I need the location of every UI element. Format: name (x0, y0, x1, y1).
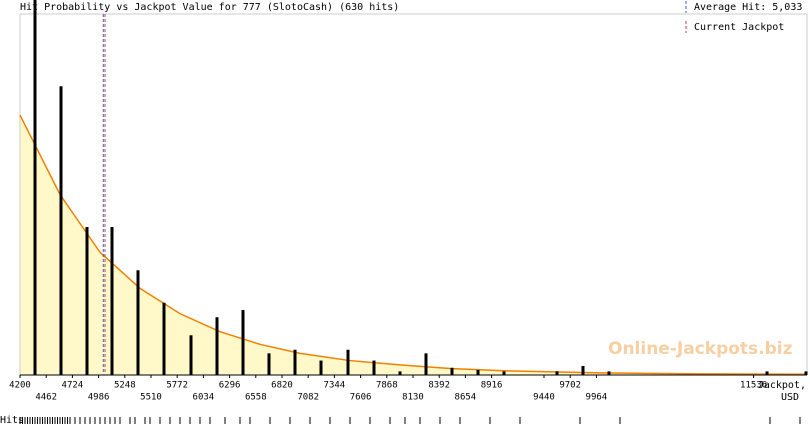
legend-label: Average Hit: 5,033 (694, 2, 802, 13)
x-tick-label: 8916 (481, 381, 503, 391)
x-tick-label: 9964 (586, 393, 608, 403)
x-tick-label: 5248 (114, 381, 136, 391)
hits-label: Hits (0, 415, 24, 425)
x-tick-label: 11536 (740, 381, 767, 391)
x-tick-label: 4200 (9, 381, 31, 391)
x-tick-label: 7344 (324, 381, 346, 391)
x-tick-label: 5772 (166, 381, 188, 391)
x-tick-label: 8654 (455, 393, 477, 403)
x-axis-label: USD (781, 392, 799, 403)
legend-label: Current Jackpot (694, 22, 784, 33)
x-tick-label: 8130 (402, 393, 424, 403)
x-tick-label: 6558 (245, 393, 267, 403)
x-tick-label: 4986 (88, 393, 110, 403)
x-tick-label: 4724 (62, 381, 84, 391)
x-tick-label: 6296 (219, 381, 241, 391)
x-tick-label: 7868 (376, 381, 398, 391)
x-tick-label: 6820 (271, 381, 293, 391)
curve-area (20, 115, 807, 375)
x-tick-label: 4462 (35, 393, 57, 403)
chart-title: Hit Probability vs Jackpot Value for 777… (20, 2, 399, 13)
x-axis-label: Jackpot, (758, 380, 806, 391)
watermark: Online-Jackpots.biz (608, 339, 793, 359)
x-tick-label: 5510 (140, 393, 162, 403)
x-tick-label: 9702 (559, 381, 581, 391)
x-tick-label: 7606 (350, 393, 372, 403)
x-tick-label: 7082 (297, 393, 319, 403)
x-tick-label: 8392 (428, 381, 450, 391)
x-tick-label: 9440 (533, 393, 555, 403)
x-tick-label: 6034 (193, 393, 215, 403)
